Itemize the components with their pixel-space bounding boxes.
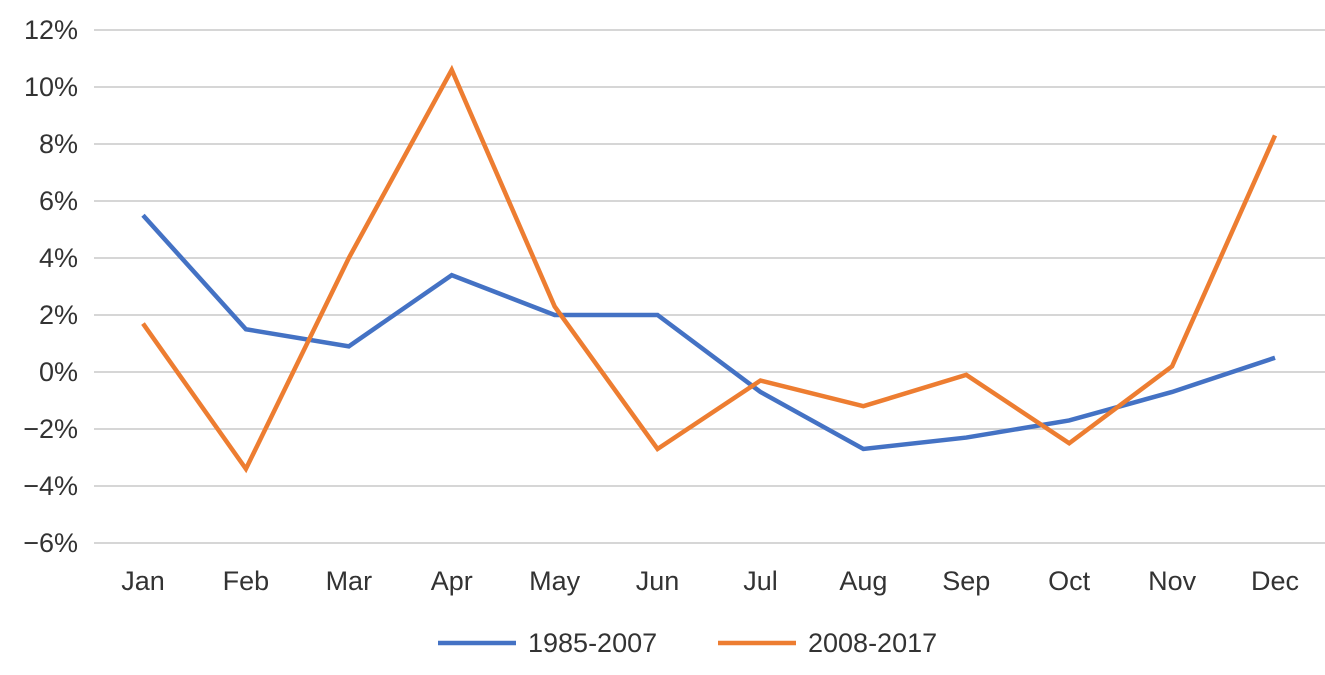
- y-tick-label: 8%: [39, 129, 78, 159]
- legend-item: 2008-2017: [718, 628, 937, 658]
- gridlines: [94, 29, 1325, 544]
- series-line-2: [141, 64, 1278, 474]
- y-axis-tick-labels: 12% 10% 8% 6% 4% 2% 0% −2% −4% −6%: [23, 15, 78, 558]
- y-tick-label: 10%: [24, 72, 78, 102]
- x-tick-label: Oct: [1048, 566, 1091, 596]
- x-tick-label: Jan: [121, 566, 165, 596]
- y-tick-label: 2%: [39, 300, 78, 330]
- y-tick-label: 4%: [39, 243, 78, 273]
- legend-label: 2008-2017: [808, 628, 937, 658]
- series-lines: [141, 64, 1278, 474]
- x-tick-label: Nov: [1148, 566, 1197, 596]
- x-tick-label: Sep: [942, 566, 990, 596]
- x-tick-label: Apr: [431, 566, 473, 596]
- y-tick-label: −4%: [23, 471, 78, 501]
- x-tick-label: Jul: [743, 566, 778, 596]
- y-tick-label: 12%: [24, 15, 78, 45]
- series-line-1: [141, 213, 1276, 452]
- legend-item: 1985-2007: [438, 628, 657, 658]
- x-tick-label: Mar: [326, 566, 373, 596]
- x-axis-tick-labels: Jan Feb Mar Apr May Jun Jul Aug Sep Oct Nov Dec: [121, 566, 1299, 596]
- legend-label: 1985-2007: [528, 628, 657, 658]
- legend: 1985-2007 2008-2017: [438, 628, 937, 658]
- x-tick-label: Aug: [839, 566, 887, 596]
- x-tick-label: Jun: [636, 566, 680, 596]
- x-tick-label: Dec: [1251, 566, 1299, 596]
- y-tick-label: −6%: [23, 528, 78, 558]
- y-tick-label: −2%: [23, 414, 78, 444]
- y-tick-label: 6%: [39, 186, 78, 216]
- x-tick-label: Feb: [223, 566, 270, 596]
- x-tick-label: May: [529, 566, 581, 596]
- y-tick-label: 0%: [39, 357, 78, 387]
